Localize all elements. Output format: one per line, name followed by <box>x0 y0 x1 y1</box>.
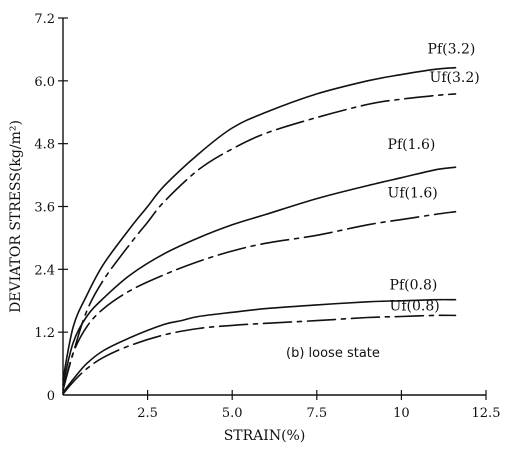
series-label-pf-3-2: Pf(3.2) <box>428 42 476 58</box>
series-label-uf-3-2: Uf(3.2) <box>430 70 480 86</box>
x-tick-label: 7.5 <box>306 406 327 421</box>
series-label-uf-1-6: Uf(1.6) <box>388 186 438 202</box>
series-line-uf-0-8 <box>62 314 457 395</box>
x-tick-label: 10 <box>393 406 410 421</box>
labels-group: Pf(3.2) Uf(3.2) Pf(1.6) Uf(1.6) Pf(0.8) Uf(0.… <box>286 42 480 361</box>
series-label-pf-0-8: Pf(0.8) <box>390 278 438 294</box>
series-group <box>62 66 457 395</box>
y-tick-label: 3.6 <box>34 201 55 216</box>
series-line-uf-3-2 <box>62 93 457 391</box>
y-tick-label: 1.2 <box>34 326 55 341</box>
y-tick-label: 0 <box>47 389 55 404</box>
series-line-pf-3-2 <box>62 66 457 381</box>
series-line-uf-1-6 <box>62 210 457 391</box>
x-tick-label: 2.5 <box>137 406 158 421</box>
series-label-uf-0-8: Uf(0.8) <box>390 298 440 314</box>
series-label-pf-1-6: Pf(1.6) <box>388 137 436 153</box>
x-axis-title: STRAIN(%) <box>224 428 306 444</box>
x-tick-label: 12.5 <box>472 406 501 421</box>
chart-annotation: (b) loose state <box>286 346 380 361</box>
series-line-pf-1-6 <box>62 166 457 386</box>
series-line-pf-0-8 <box>62 298 457 394</box>
y-tick-label: 2.4 <box>34 263 55 278</box>
y-tick-label: 4.8 <box>34 138 55 153</box>
x-tick-label: 5.0 <box>222 406 243 421</box>
axes: 0 1.2 2.4 3.6 4.8 6.0 7.2 2.5 5.0 7.5 10 12.5 STRAIN… <box>8 12 500 444</box>
y-axis-title: DEVIATOR STRESS(kg/m²) <box>8 120 24 313</box>
y-tick-label: 7.2 <box>34 12 55 27</box>
y-tick-label: 6.0 <box>34 75 55 90</box>
